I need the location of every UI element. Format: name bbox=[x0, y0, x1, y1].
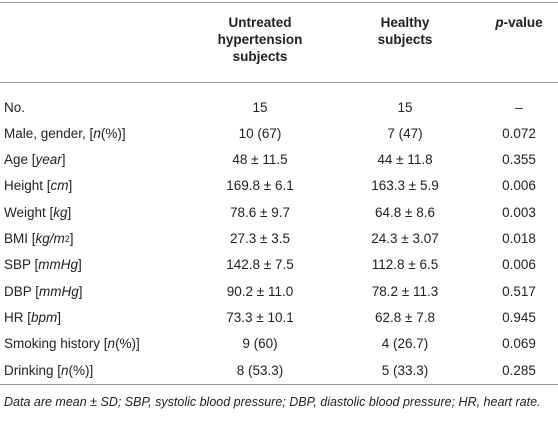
row-label: Height [cm] bbox=[4, 173, 204, 199]
table-cell: 169.8 ± 6.1 bbox=[226, 178, 294, 194]
table-cell: 0.006 bbox=[502, 257, 536, 273]
table-cell: 78.6 ± 9.7 bbox=[230, 204, 290, 220]
table-cell: 27.3 ± 3.5 bbox=[230, 231, 290, 246]
row-label: Age [year] bbox=[4, 147, 204, 173]
text-segment: kg bbox=[53, 204, 68, 220]
row-label: Male, gender, [n (%)] bbox=[4, 120, 204, 146]
table-cell: 0.018 bbox=[502, 231, 536, 246]
header-text: Healthy subjects bbox=[365, 14, 445, 48]
text-segment: kg/m bbox=[35, 231, 65, 246]
table-cell: 0.006 bbox=[502, 178, 536, 194]
row-label: Drinking [n (%)] bbox=[4, 357, 204, 383]
header-text: p-value bbox=[495, 14, 542, 31]
table-cell: 9 (60) bbox=[242, 336, 278, 352]
text-segment: ] bbox=[69, 231, 74, 246]
row-label: BMI [kg/m 2] bbox=[4, 231, 74, 246]
header-rule bbox=[0, 82, 558, 83]
text-segment: year bbox=[35, 152, 62, 168]
table-cell: 78.2 ± 11.3 bbox=[371, 283, 439, 299]
table-cell: 7 (47) bbox=[387, 125, 423, 141]
table-cell: 0.285 bbox=[502, 362, 536, 378]
text-segment: Weight [ bbox=[4, 204, 54, 220]
row-label: Smoking history [n (%)] bbox=[4, 331, 204, 357]
row-label: No. bbox=[4, 94, 204, 120]
row-label: SBP [mmHg] bbox=[4, 252, 204, 278]
text-segment: bpm bbox=[31, 309, 58, 325]
table-cell: 112.8 ± 6.5 bbox=[371, 257, 439, 273]
text-segment: ] bbox=[57, 309, 62, 325]
table-cell: 4 (26.7) bbox=[381, 336, 429, 352]
table-cell: 48 ± 11.5 bbox=[232, 152, 288, 168]
top-rule bbox=[0, 2, 558, 3]
column-header: p-value bbox=[480, 14, 558, 76]
text-segment: SBP [ bbox=[4, 257, 39, 273]
table-cell: 0.355 bbox=[502, 152, 536, 168]
text-segment: BMI [ bbox=[4, 231, 36, 246]
text-segment: Drinking [ bbox=[4, 362, 62, 378]
text-segment: -value bbox=[503, 15, 543, 30]
table-cell: 73.3 ± 10.1 bbox=[226, 309, 294, 325]
table-cell: 44 ± 11.8 bbox=[377, 152, 433, 168]
table-cell: 0.517 bbox=[502, 283, 536, 299]
table-cell: 90.2 ± 11.0 bbox=[226, 283, 294, 299]
row-label: Weight [kg] bbox=[4, 199, 204, 225]
text-segment: n bbox=[93, 125, 101, 141]
footnote: Data are mean ± SD; SBP, systolic blood … bbox=[4, 395, 541, 409]
column-header bbox=[4, 14, 204, 76]
table-cell: 24.3 ± 3.07 bbox=[371, 231, 439, 246]
text-segment: mmHg bbox=[38, 257, 79, 273]
table-cell: 10 (67) bbox=[238, 125, 282, 141]
text-segment: (%)] bbox=[100, 125, 126, 141]
text-segment: DBP [ bbox=[4, 283, 40, 299]
table-cell: 0.072 bbox=[502, 125, 536, 141]
column-header: Healthy subjects bbox=[350, 14, 460, 76]
row-label: HR [bpm] bbox=[4, 304, 204, 330]
text-segment: ] bbox=[78, 257, 82, 273]
table-cell: 142.8 ± 7.5 bbox=[226, 257, 294, 273]
text-segment: (%)] bbox=[115, 336, 140, 352]
table-cell: 0.003 bbox=[502, 204, 536, 220]
text-segment: HR [ bbox=[4, 309, 31, 325]
text-segment: Height [ bbox=[4, 178, 51, 194]
header-text: Untreated hypertension subjects bbox=[205, 14, 315, 65]
text-segment: Male, gender, [ bbox=[4, 125, 94, 141]
table-cell: 15 bbox=[397, 99, 413, 115]
table-cell: – bbox=[515, 99, 523, 115]
table-cell: 0.069 bbox=[502, 336, 536, 352]
text-segment: ] bbox=[61, 152, 66, 168]
table-cell: 8 (53.3) bbox=[236, 362, 284, 378]
text-segment: Smoking history [ bbox=[4, 336, 108, 352]
table-cell: 5 (33.3) bbox=[381, 362, 429, 378]
bottom-rule bbox=[0, 384, 558, 385]
text-segment: ] bbox=[68, 178, 73, 194]
text-segment: (%)] bbox=[68, 362, 94, 378]
text-segment: p bbox=[495, 15, 504, 30]
text-segment: Age [ bbox=[4, 152, 36, 168]
text-segment: n bbox=[107, 336, 116, 352]
table-cell: 0.945 bbox=[502, 309, 536, 325]
table-cell: 163.3 ± 5.9 bbox=[371, 178, 439, 194]
text-segment: Healthy subjects bbox=[377, 15, 433, 47]
text-segment: ] bbox=[78, 283, 83, 299]
text-segment: No. bbox=[4, 99, 26, 115]
text-segment: n bbox=[61, 362, 69, 378]
text-segment: cm bbox=[50, 178, 69, 194]
column-header: Untreated hypertension subjects bbox=[190, 14, 330, 76]
text-segment: Untreated hypertension subjects bbox=[217, 15, 303, 64]
text-segment: mmHg bbox=[39, 283, 79, 299]
table-cell: 62.8 ± 7.8 bbox=[375, 309, 435, 325]
row-label: DBP [mmHg] bbox=[4, 278, 204, 304]
text-segment: ] bbox=[67, 204, 72, 220]
table-cell: 64.8 ± 8.6 bbox=[375, 204, 435, 220]
table-cell: 15 bbox=[252, 99, 268, 115]
